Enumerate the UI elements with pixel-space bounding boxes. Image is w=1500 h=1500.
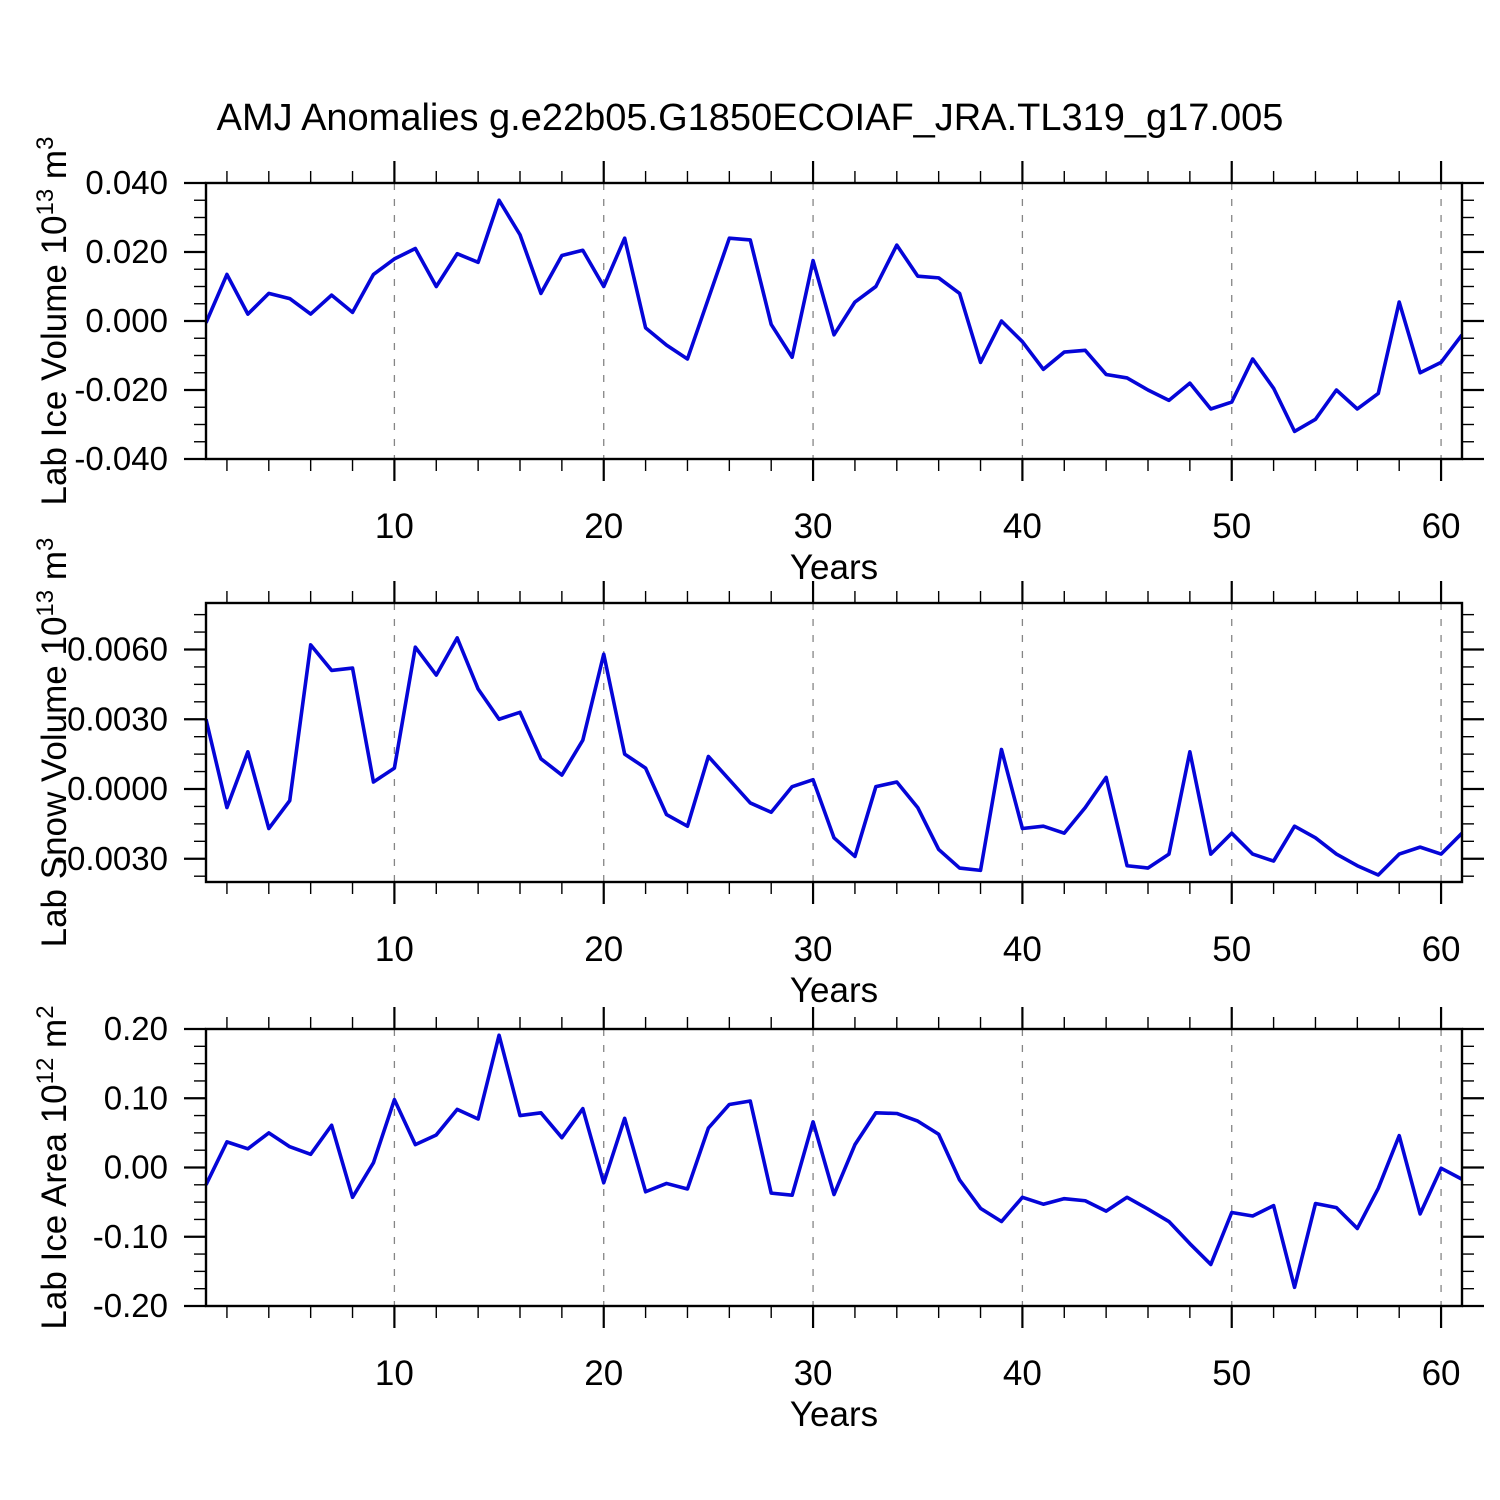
panel1-xtick-label: 10	[375, 507, 414, 546]
panel1-yaxis-title-text: m	[35, 150, 74, 189]
panel2-xtick-label: 30	[794, 930, 833, 969]
panel2-xtick-label: 10	[375, 930, 414, 969]
panel2-yaxis-title-sup: 3	[32, 538, 59, 551]
panel1-ytick-label: -0.040	[74, 440, 168, 477]
panel2-xtick-label: 20	[584, 930, 623, 969]
panel1-series-line	[204, 198, 1464, 434]
panel2-xaxis-title: Years	[790, 971, 878, 1010]
panel1-xtick-label: 20	[584, 507, 623, 546]
panel2-yaxis-title-sup: 13	[32, 590, 59, 617]
panel3-border	[204, 1027, 1464, 1308]
panel2-ytick-label: 0.0000	[67, 770, 168, 807]
panel3-ytick-label: -0.20	[93, 1287, 168, 1324]
panel2-yaxis-title-text: m	[35, 551, 74, 590]
panel3-series-line	[204, 1033, 1463, 1290]
panel3-xtick-label: 60	[1422, 1354, 1461, 1393]
panel3-ytick-label: 0.00	[104, 1149, 168, 1186]
panel2-border	[204, 601, 1464, 884]
panel1-yaxis-title-sup: 13	[32, 189, 59, 216]
panel2-ytick-label: 0.0030	[67, 700, 168, 737]
panel1-yaxis-title: Lab Ice Volume 1013 m3	[32, 137, 74, 506]
panel1-ytick-label: -0.020	[74, 371, 168, 408]
panel3-yaxis-title-sup: 12	[32, 1058, 59, 1085]
panel1-xtick-label: 30	[794, 507, 833, 546]
panel1-ytick-label: 0.000	[85, 302, 168, 339]
panel1-xtick-label: 40	[1003, 507, 1042, 546]
panel3-xtick-label: 40	[1003, 1354, 1042, 1393]
panel1-xtick-label: 60	[1422, 507, 1461, 546]
panel1-xaxis-title: Years	[790, 548, 878, 587]
panel3-ytick-label: -0.10	[93, 1218, 168, 1255]
panel1-ytick-label: 0.040	[85, 164, 168, 201]
panel3-xaxis-title: Years	[790, 1395, 878, 1434]
panel2-yaxis-title: Lab Snow Volume 1013 m3	[32, 538, 74, 948]
panel1-border	[204, 181, 1464, 461]
panel3-xtick-label: 50	[1212, 1354, 1251, 1393]
panel3-ytick-label: 0.10	[104, 1079, 168, 1116]
panel1-xtick-label: 50	[1212, 507, 1251, 546]
panel2-series-line	[204, 636, 1464, 877]
panel3-xtick-label: 10	[375, 1354, 414, 1393]
panel1-yaxis-title-text: Lab Ice Volume 10	[35, 216, 74, 506]
panel3-yaxis-title-sup: 2	[32, 1005, 59, 1018]
panel2-yaxis-title-text: Lab Snow Volume 10	[35, 617, 74, 948]
panel2-xtick-label: 50	[1212, 930, 1251, 969]
chart-title: AMJ Anomalies g.e22b05.G1850ECOIAF_JRA.T…	[217, 97, 1284, 139]
panel3-yaxis-title-text: Lab Ice Area 10	[35, 1084, 74, 1329]
panel2-ytick-label: -0.0030	[56, 840, 168, 877]
panel2-xtick-label: 60	[1422, 930, 1461, 969]
panel3-xtick-label: 30	[794, 1354, 833, 1393]
panel1-yaxis-title-sup: 3	[32, 137, 59, 150]
panel1-ytick-label: 0.020	[85, 233, 168, 270]
panel2-xtick-label: 40	[1003, 930, 1042, 969]
panel3-ytick-label: 0.20	[104, 1010, 168, 1047]
panel3-yaxis-title-text: m	[35, 1019, 74, 1058]
panel3-xtick-label: 20	[584, 1354, 623, 1393]
panel3-yaxis-title: Lab Ice Area 1012 m2	[32, 1005, 74, 1329]
panel2-ytick-label: 0.0060	[67, 631, 168, 668]
